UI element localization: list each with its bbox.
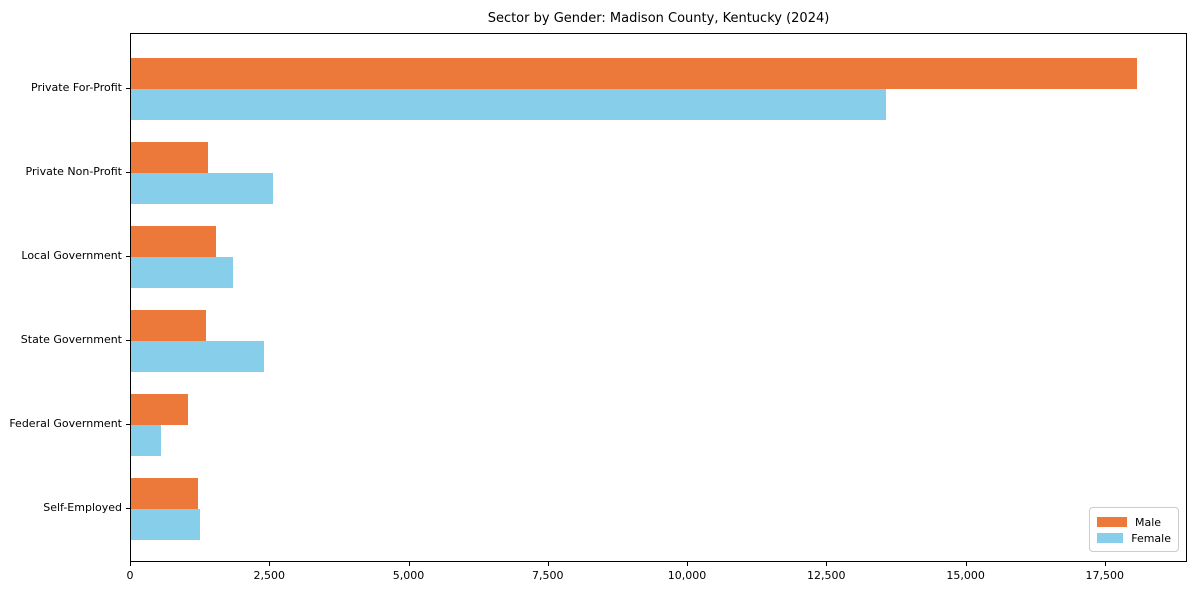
- x-tick: [687, 562, 688, 566]
- x-tick: [408, 562, 410, 566]
- y-tick: [126, 424, 130, 425]
- category-label-state-government: State Government: [20, 333, 122, 346]
- x-tick-label: 0: [126, 569, 134, 582]
- legend: Male Female: [1089, 507, 1179, 552]
- legend-swatch-male: [1097, 517, 1127, 527]
- x-tick-label: 2,500: [253, 569, 286, 582]
- x-tick: [1104, 562, 1106, 566]
- x-tick: [130, 562, 131, 566]
- x-tick: [826, 562, 828, 566]
- category-label-self-employed: Self-Employed: [43, 501, 122, 514]
- category-label-local-government: Local Government: [21, 249, 122, 262]
- bar-female-local-government: [131, 257, 233, 288]
- bar-male-self-employed: [131, 478, 198, 509]
- y-tick: [126, 256, 130, 257]
- category-label-private-for-profit: Private For-Profit: [31, 81, 122, 94]
- bar-female-private-non-profit: [131, 173, 273, 204]
- x-tick-label: 12,500: [807, 569, 846, 582]
- legend-entry-male: Male: [1097, 514, 1171, 530]
- plot-area: [130, 33, 1187, 562]
- category-label-private-non-profit: Private Non-Profit: [25, 165, 122, 178]
- bar-female-private-for-profit: [131, 89, 886, 120]
- x-tick-label: 17,500: [1085, 569, 1125, 582]
- x-tick: [269, 562, 271, 566]
- bar-male-federal-government: [131, 394, 189, 425]
- category-label-federal-government: Federal Government: [9, 417, 122, 430]
- x-tick-label: 5,000: [392, 569, 425, 582]
- bar-male-state-government: [131, 310, 207, 341]
- x-tick: [965, 562, 967, 566]
- x-tick-label: 10,000: [667, 569, 707, 582]
- x-tick-label: 15,000: [946, 569, 985, 582]
- chart-title: Sector by Gender: Madison County, Kentuc…: [487, 11, 830, 26]
- x-tick: [547, 562, 549, 566]
- bar-male-local-government: [131, 226, 217, 257]
- y-tick: [126, 508, 130, 509]
- bar-male-private-for-profit: [131, 58, 1137, 89]
- legend-label-female: Female: [1131, 531, 1171, 545]
- y-tick: [126, 172, 130, 173]
- bar-female-self-employed: [131, 509, 201, 540]
- bar-female-state-government: [131, 341, 265, 372]
- legend-swatch-female: [1097, 533, 1124, 543]
- legend-label-male: Male: [1135, 515, 1162, 529]
- y-tick: [126, 88, 130, 89]
- x-tick-label: 7,500: [532, 569, 564, 582]
- legend-entry-female: Female: [1097, 530, 1171, 546]
- bar-male-private-non-profit: [131, 142, 209, 173]
- bar-female-federal-government: [131, 425, 162, 456]
- y-tick: [126, 340, 130, 341]
